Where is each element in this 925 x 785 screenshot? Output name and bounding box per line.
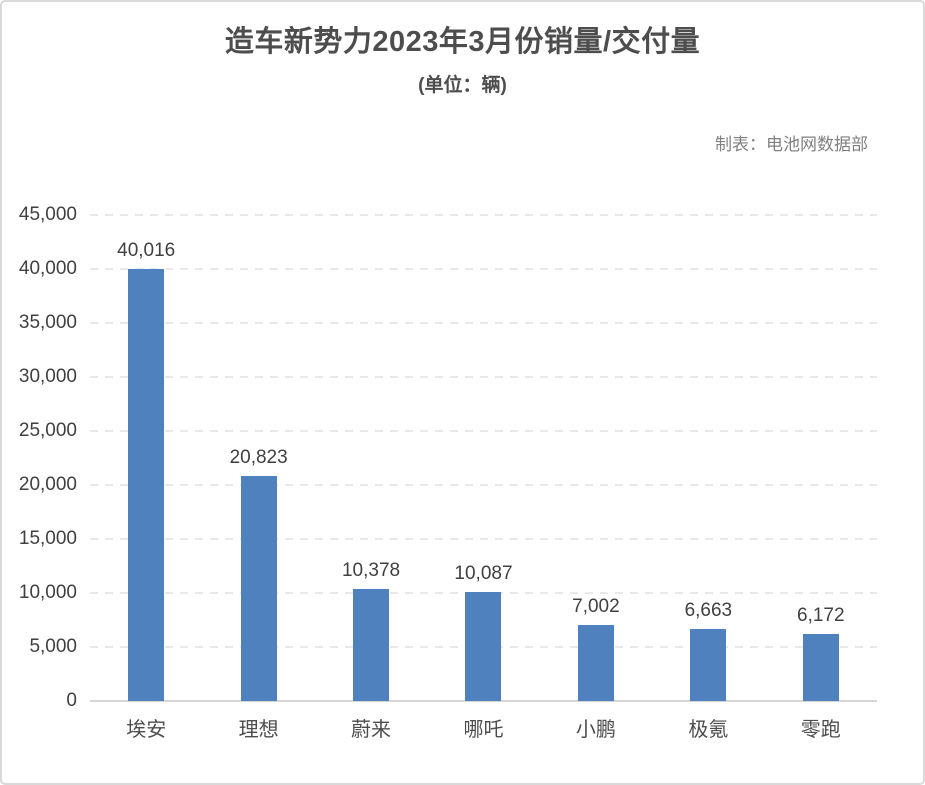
plot-area: 0 5,000 10,000 15,000 20,000 25,000 30,000 35,0… [19, 204, 877, 741]
y-tick-label: 45,000 [18, 204, 77, 225]
bar-group: 20,823 理想 [202, 215, 314, 741]
x-category-label: 极氪 [688, 719, 729, 741]
y-tick-label: 0 [66, 690, 77, 711]
bar-group: 10,087 哪吒 [427, 215, 539, 741]
bar [240, 476, 277, 701]
y-tick-label: 40,000 [18, 258, 77, 279]
bar [465, 592, 502, 701]
bar-value-label: 20,823 [229, 447, 288, 469]
gridline [90, 538, 877, 541]
gridline [90, 430, 877, 432]
bar-value-label: 10,378 [341, 559, 401, 581]
y-tick-label: 5,000 [29, 636, 77, 657]
x-category-label: 理想 [238, 719, 279, 741]
x-category-label: 埃安 [126, 719, 167, 741]
bar [802, 634, 839, 701]
y-tick-label: 30,000 [18, 366, 77, 388]
bar-value-label: 10,087 [454, 563, 513, 585]
bar-group: 6,172 零跑 [765, 215, 877, 741]
bar [128, 268, 165, 701]
bar [353, 588, 390, 701]
chart-subtitle: (单位：辆) [418, 75, 507, 96]
bar-value-label: 40,016 [117, 239, 176, 261]
chart-title: 造车新势力2023年3月份销量/交付量 [224, 26, 701, 58]
gridline [90, 484, 877, 487]
bar-group: 7,002 小鹏 [540, 215, 652, 741]
y-tick-label: 15,000 [18, 528, 77, 550]
x-category-label: 小鹏 [575, 719, 616, 741]
bar-value-label: 6,663 [684, 600, 733, 622]
x-category-label: 零跑 [800, 719, 841, 741]
bar-value-label: 6,172 [797, 605, 845, 627]
gridline [90, 214, 877, 216]
x-category-label: 哪吒 [463, 719, 504, 741]
gridline [90, 376, 877, 379]
x-axis-line [90, 700, 877, 702]
bar-group: 10,378 蔚来 [315, 215, 427, 741]
y-tick-label: 25,000 [18, 420, 77, 441]
bar [690, 629, 727, 701]
bar [577, 625, 614, 701]
bar-group: 40,016 埃安 [90, 215, 202, 741]
gridline [90, 322, 877, 324]
bar-value-label: 7,002 [572, 596, 620, 618]
gridline [90, 268, 877, 271]
chart-credit: 制表：电池网数据部 [715, 135, 868, 154]
y-tick-label: 10,000 [18, 582, 77, 603]
y-tick-label: 35,000 [18, 312, 77, 333]
x-category-label: 蔚来 [351, 719, 392, 741]
y-tick-label: 20,000 [18, 474, 77, 495]
bar-group: 6,663 极氪 [652, 215, 764, 741]
